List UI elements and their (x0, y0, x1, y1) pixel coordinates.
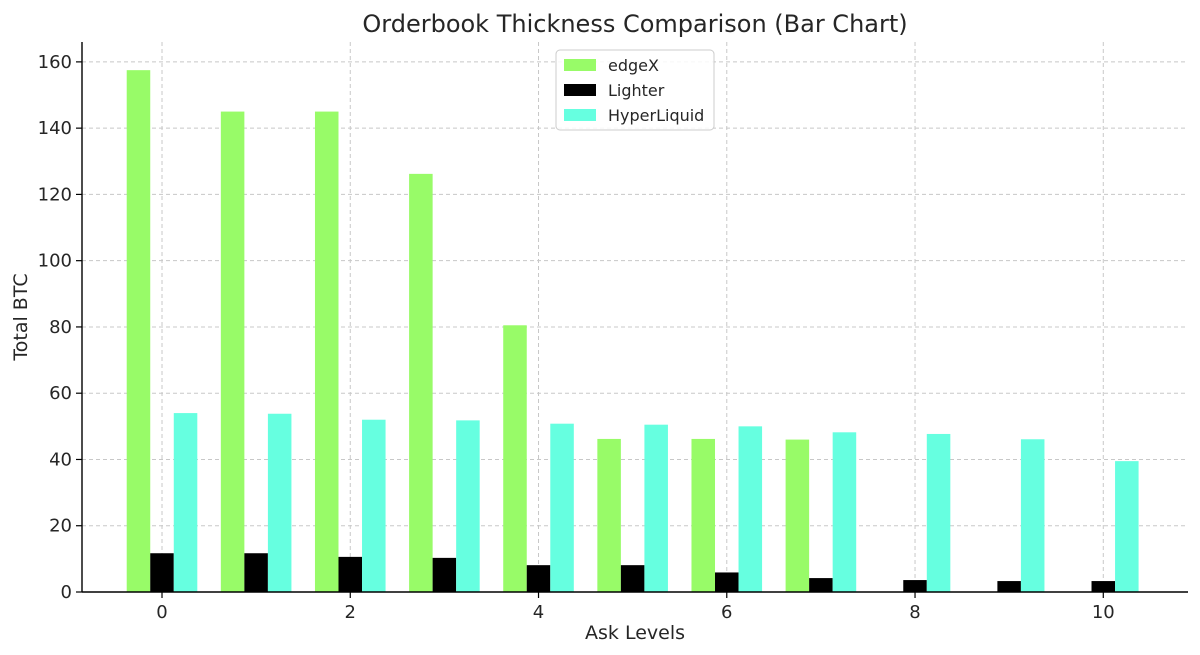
bar-hyperliquid-8 (926, 433, 951, 592)
bar-lighter-1 (244, 553, 268, 592)
legend-swatch-hyperliquid (564, 109, 596, 121)
bar-hyperliquid-9 (1020, 439, 1045, 592)
x-tick-label: 8 (909, 602, 920, 623)
x-tick-label: 2 (345, 602, 356, 623)
legend-swatch-lighter (564, 84, 596, 96)
y-tick-label: 100 (38, 251, 72, 272)
bar-lighter-4 (526, 565, 551, 592)
bar-hyperliquid-0 (173, 413, 198, 592)
legend-label-hyperliquid: HyperLiquid (608, 106, 704, 125)
bars (126, 70, 1139, 593)
x-axis-label: Ask Levels (585, 622, 685, 644)
bar-hyperliquid-4 (550, 423, 574, 592)
legend-label-edgex: edgeX (608, 56, 659, 75)
x-tick-label: 0 (156, 602, 167, 623)
y-axis-label: Total BTC (10, 273, 32, 361)
bar-edgex-3 (409, 173, 433, 592)
bar-lighter-8 (903, 580, 927, 592)
bar-edgex-0 (126, 70, 151, 592)
bar-hyperliquid-1 (267, 413, 292, 592)
bar-edgex-6 (691, 438, 716, 592)
x-tick-label: 6 (721, 602, 732, 623)
legend-label-lighter: Lighter (608, 81, 665, 100)
bar-lighter-5 (620, 565, 645, 592)
bar-hyperliquid-5 (644, 424, 668, 592)
tick-labels: 0 20 40 60 80 100 120 140 160 0 2 4 6 8 10 (38, 52, 1115, 623)
bar-edgex-4 (503, 325, 527, 592)
bar-hyperliquid-2 (362, 419, 386, 592)
bar-lighter-10 (1091, 581, 1116, 592)
bar-hyperliquid-3 (456, 420, 480, 592)
bar-lighter-2 (338, 556, 363, 592)
bar-lighter-9 (997, 581, 1021, 592)
bar-edgex-5 (597, 438, 621, 592)
y-tick-label: 140 (38, 118, 72, 139)
y-tick-label: 160 (38, 52, 72, 73)
bar-lighter-0 (150, 553, 174, 592)
bar-hyperliquid-6 (738, 426, 763, 592)
bar-edgex-1 (220, 111, 245, 593)
bar-edgex-7 (785, 439, 810, 592)
bar-edgex-2 (314, 111, 339, 593)
y-tick-label: 120 (38, 184, 72, 205)
bar-lighter-6 (715, 572, 739, 592)
y-tick-label: 0 (61, 582, 72, 603)
legend-swatch-edgex (564, 59, 596, 71)
axes (76, 42, 1188, 598)
y-tick-label: 40 (49, 449, 72, 470)
x-tick-label: 4 (533, 602, 544, 623)
bar-lighter-7 (809, 578, 833, 592)
bar-lighter-3 (432, 557, 457, 592)
y-tick-label: 60 (49, 383, 72, 404)
y-tick-label: 80 (49, 317, 72, 338)
y-tick-label: 20 (49, 516, 72, 537)
legend: edgeX Lighter HyperLiquid (555, 49, 715, 131)
x-tick-label: 10 (1092, 602, 1115, 623)
chart-title: Orderbook Thickness Comparison (Bar Char… (362, 10, 907, 38)
bar-hyperliquid-10 (1115, 461, 1139, 592)
bar-hyperliquid-7 (832, 432, 857, 592)
